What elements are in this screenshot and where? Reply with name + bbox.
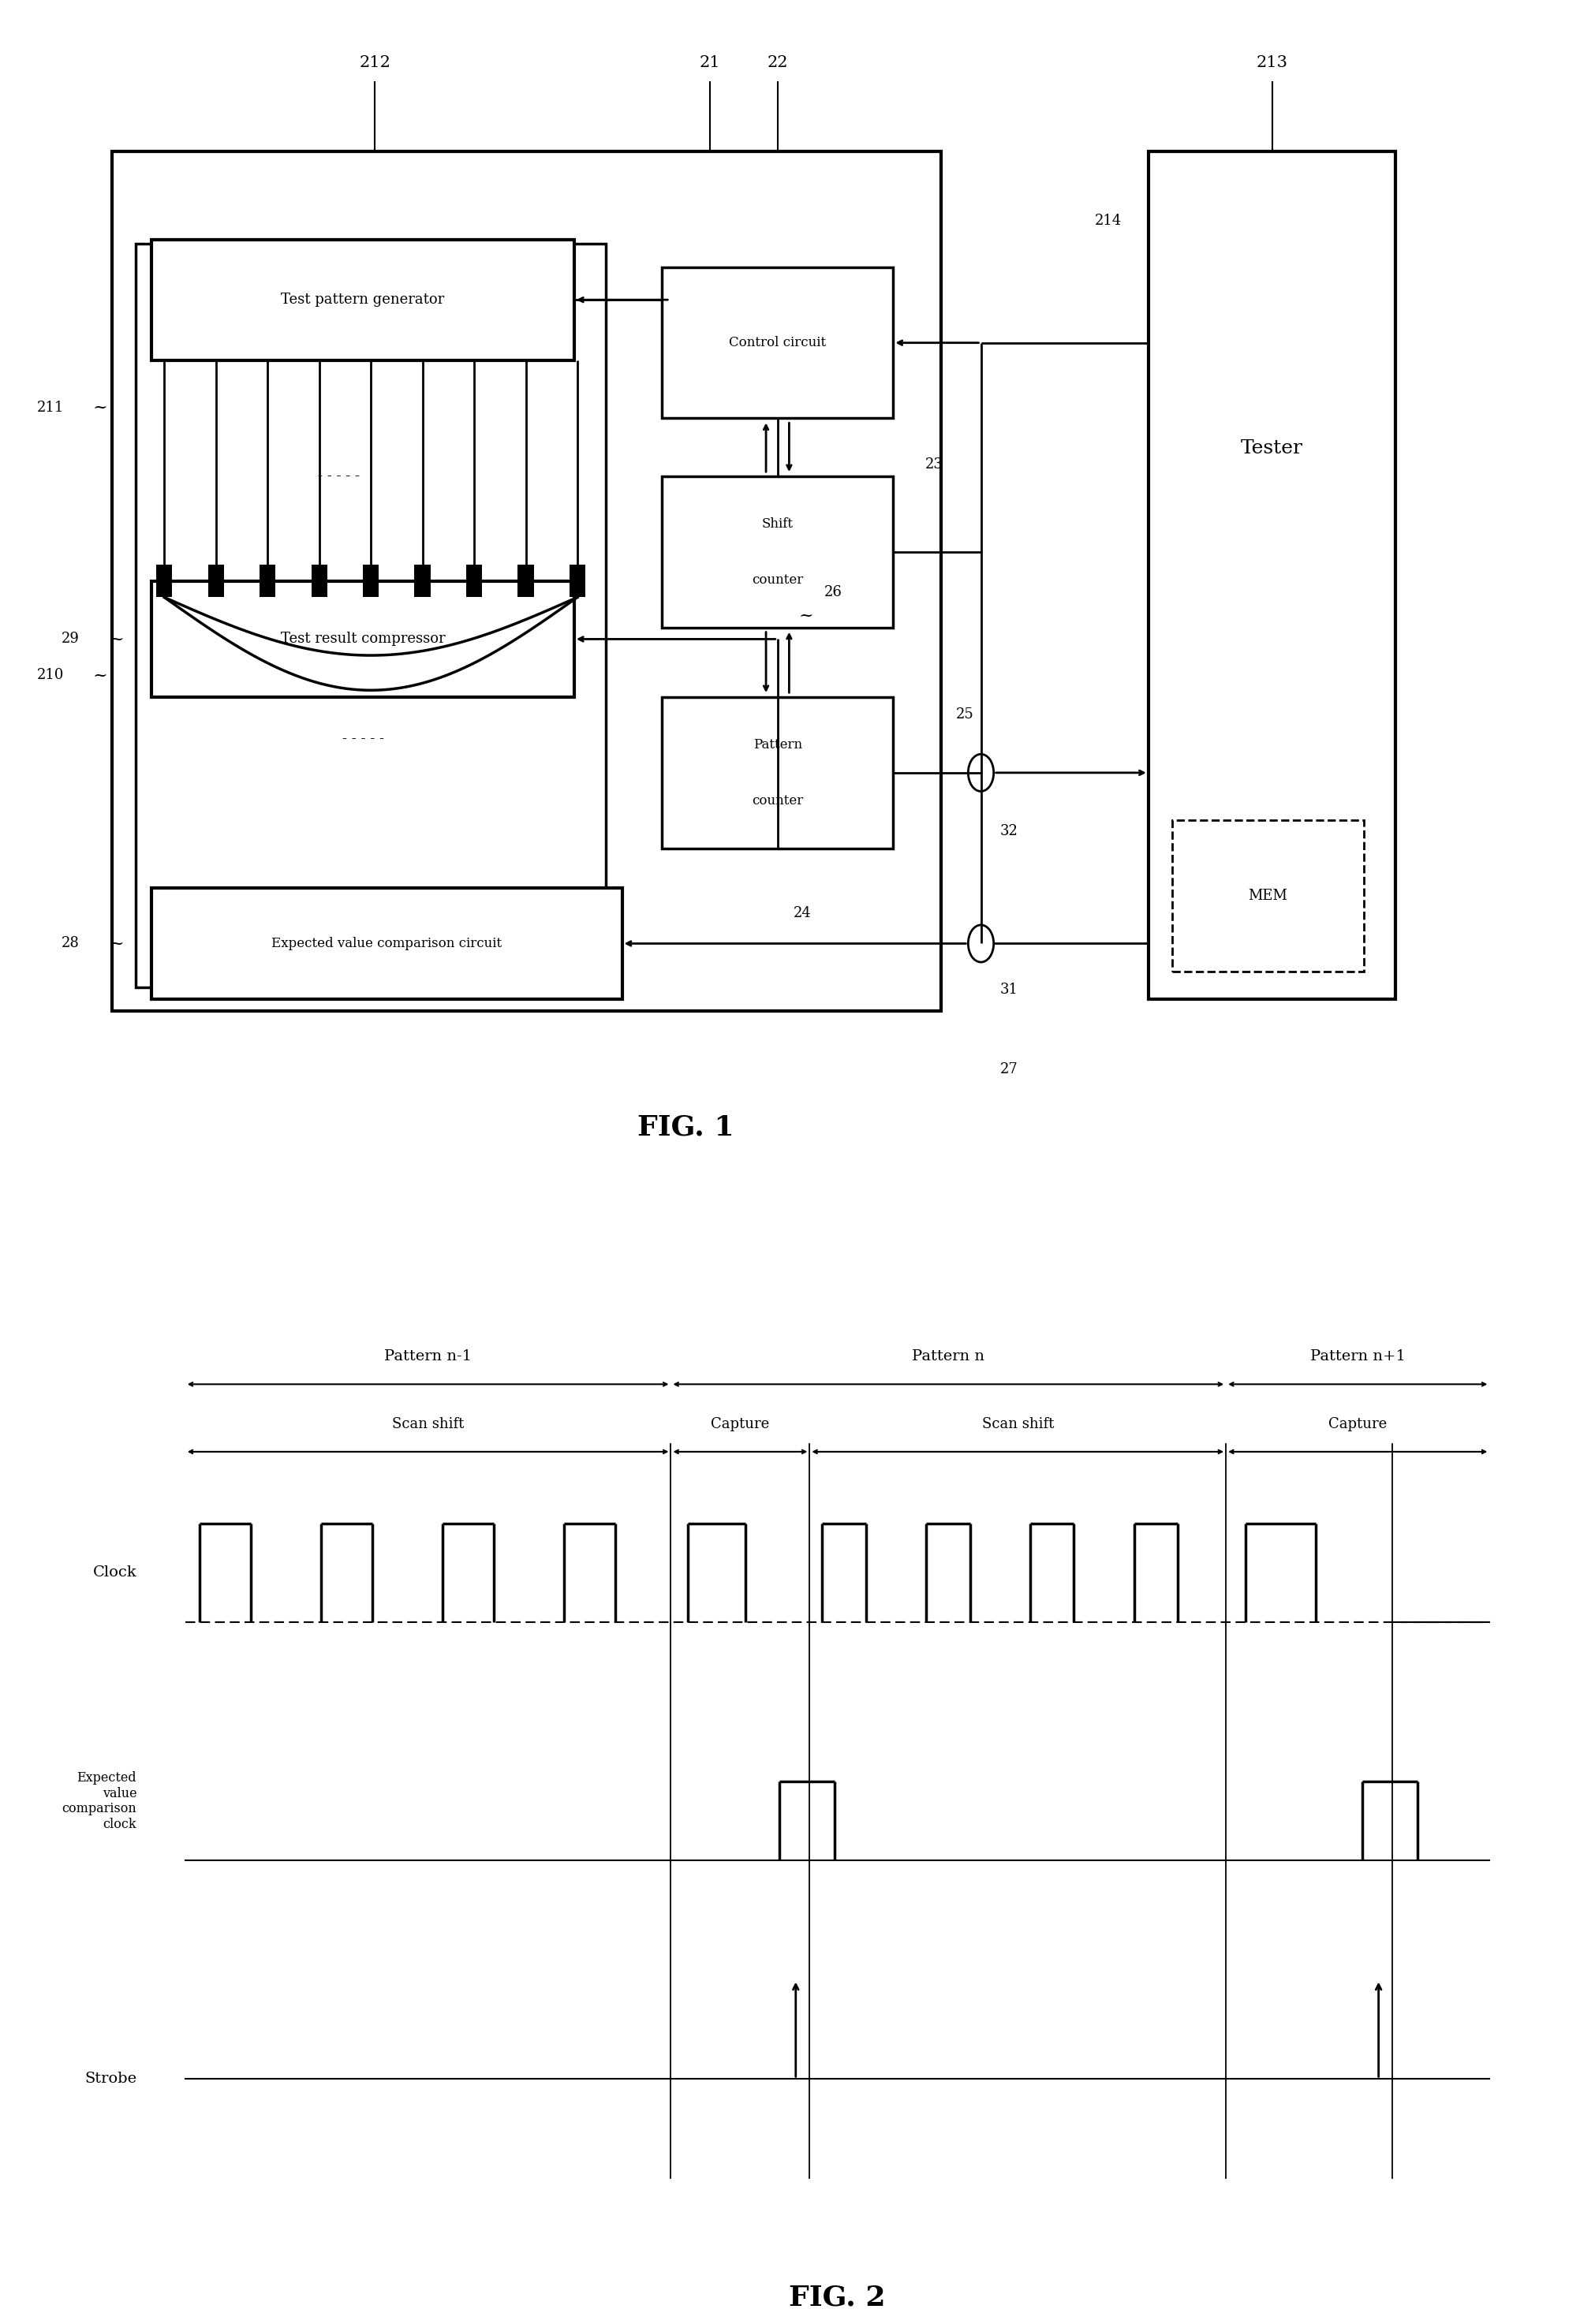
Text: Capture: Capture: [711, 1418, 769, 1432]
FancyBboxPatch shape: [152, 239, 574, 360]
Text: MEM: MEM: [1249, 888, 1287, 904]
Text: Pattern n-1: Pattern n-1: [384, 1350, 472, 1364]
Text: 21: 21: [699, 56, 721, 70]
FancyBboxPatch shape: [1148, 151, 1396, 999]
Text: - - - - -: - - - - -: [317, 469, 360, 483]
Text: 214: 214: [1096, 214, 1121, 228]
Text: counter: counter: [751, 795, 804, 806]
Text: 28: 28: [62, 937, 80, 951]
Text: - - - - -: - - - - -: [341, 732, 384, 746]
Text: 27: 27: [1000, 1062, 1018, 1076]
Text: ~: ~: [108, 934, 124, 953]
Text: ~: ~: [93, 400, 108, 416]
Bar: [260, 565, 276, 597]
Text: 32: 32: [1000, 823, 1018, 839]
Bar: [311, 565, 327, 597]
FancyBboxPatch shape: [136, 244, 606, 988]
Text: 26: 26: [825, 586, 842, 600]
FancyBboxPatch shape: [112, 151, 941, 1011]
Text: 24: 24: [794, 906, 812, 920]
Text: Pattern n+1: Pattern n+1: [1309, 1350, 1405, 1364]
Bar: [362, 565, 380, 597]
Text: FIG. 1: FIG. 1: [638, 1113, 734, 1141]
Bar: [466, 565, 482, 597]
Text: FIG. 2: FIG. 2: [790, 2284, 885, 2310]
Text: counter: counter: [751, 574, 804, 586]
Text: ~: ~: [93, 667, 108, 683]
Text: 210: 210: [37, 669, 64, 683]
Text: Clock: Clock: [93, 1566, 137, 1580]
Text: 25: 25: [955, 706, 975, 723]
Text: 31: 31: [1000, 983, 1018, 997]
FancyBboxPatch shape: [662, 476, 893, 627]
Text: Scan shift: Scan shift: [983, 1418, 1054, 1432]
Text: 29: 29: [62, 632, 80, 646]
Text: Test result compressor: Test result compressor: [281, 632, 445, 646]
Text: ~: ~: [108, 630, 124, 648]
Text: Shift: Shift: [762, 518, 793, 530]
Bar: [518, 565, 534, 597]
Text: Strobe: Strobe: [85, 2073, 137, 2087]
Text: 213: 213: [1257, 56, 1287, 70]
Bar: [156, 565, 172, 597]
Text: Capture: Capture: [1329, 1418, 1388, 1432]
Text: Scan shift: Scan shift: [392, 1418, 464, 1432]
Text: 211: 211: [37, 400, 64, 414]
Text: 23: 23: [925, 458, 943, 472]
Text: Pattern: Pattern: [753, 739, 802, 751]
Text: Tester: Tester: [1241, 439, 1303, 458]
FancyBboxPatch shape: [152, 888, 622, 999]
Bar: [569, 565, 585, 597]
Text: ~: ~: [799, 607, 813, 625]
Text: 22: 22: [767, 56, 788, 70]
FancyBboxPatch shape: [662, 697, 893, 848]
FancyBboxPatch shape: [1172, 820, 1364, 971]
Text: Test pattern generator: Test pattern generator: [281, 293, 445, 307]
Bar: [207, 565, 223, 597]
FancyBboxPatch shape: [662, 267, 893, 418]
Text: Expected
value
comparison
clock: Expected value comparison clock: [62, 1771, 137, 1831]
Text: Control circuit: Control circuit: [729, 337, 826, 349]
Text: 212: 212: [359, 56, 391, 70]
Text: Expected value comparison circuit: Expected value comparison circuit: [271, 937, 502, 951]
Text: Pattern n: Pattern n: [912, 1350, 984, 1364]
FancyBboxPatch shape: [152, 581, 574, 697]
Bar: [415, 565, 431, 597]
